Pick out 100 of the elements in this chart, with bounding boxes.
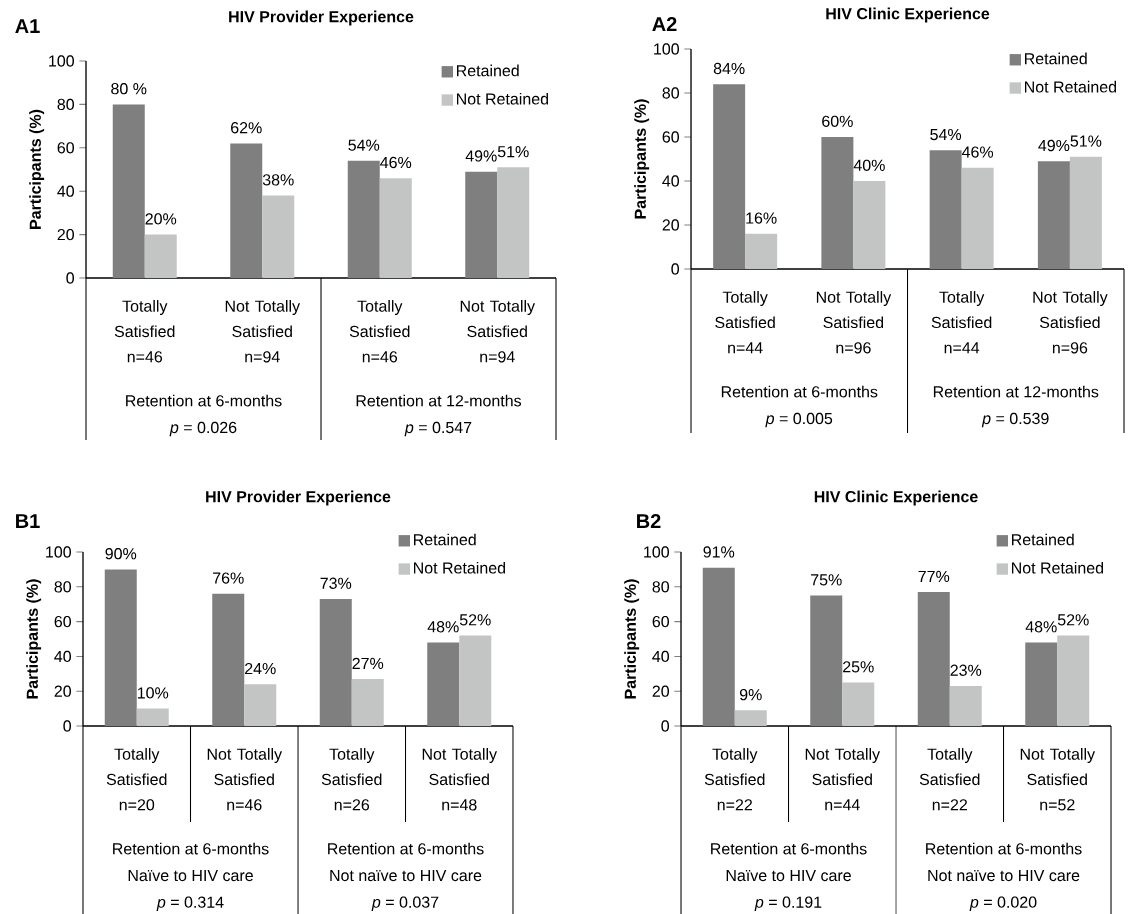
bar xyxy=(230,143,263,279)
x-tick-label: Totally Satisfied n=46 xyxy=(114,300,175,363)
text: Retention at 6-months xyxy=(328,842,484,855)
text: p = 0.314 xyxy=(156,896,224,911)
bar xyxy=(347,160,380,279)
x-tick-label: Not Totally Satisfied n=96 xyxy=(1033,291,1108,354)
data-label: 48% xyxy=(427,621,459,633)
data-label: 23% xyxy=(950,664,982,676)
x-tick-label: Totally Satisfied n=46 xyxy=(349,300,410,363)
bar xyxy=(379,178,412,279)
legend-label: Retained xyxy=(457,64,519,77)
x-tick-label: Not Totally Satisfied n=44 xyxy=(805,748,881,811)
x-tick-label: Totally Satisfied n=44 xyxy=(715,291,775,354)
y-axis-title: Participants (%) xyxy=(26,579,42,699)
y-tick-label: 0 xyxy=(671,263,680,275)
data-label: 60% xyxy=(822,115,853,127)
y-axis-title: Participants (%) xyxy=(634,99,650,219)
x-tick-label: Totally Satisfied n=20 xyxy=(106,748,167,811)
x-tick-label: Not Totally Satisfied n=94 xyxy=(460,300,536,363)
data-label: 75% xyxy=(811,574,842,586)
x-tick-label: Not Totally Satisfied n=48 xyxy=(422,748,498,811)
data-label: 52% xyxy=(459,614,491,626)
bar xyxy=(244,684,277,727)
legend-label: Not Retained xyxy=(457,92,549,105)
bar xyxy=(104,569,137,727)
text: A2 xyxy=(652,17,677,31)
y-tick-label: 20 xyxy=(662,219,680,231)
legend-label: Not Retained xyxy=(1025,80,1117,93)
text: Retention at 6-months xyxy=(113,842,269,855)
y-tick-label: 20 xyxy=(57,228,75,241)
data-label: 38% xyxy=(262,174,294,186)
y-tick-label: 80 xyxy=(57,98,75,111)
chart-title: HIV Provider Experience xyxy=(206,490,391,506)
bar xyxy=(917,592,950,727)
text: B1 xyxy=(16,514,40,528)
text: Retention at 6-months xyxy=(711,842,867,855)
y-axis-title: Participants (%) xyxy=(29,109,45,229)
bar xyxy=(745,233,778,269)
legend-label: Not Retained xyxy=(1012,561,1104,574)
data-label: 77% xyxy=(918,570,950,582)
data-label: 46% xyxy=(380,156,412,169)
text: p = 0.037 xyxy=(371,896,439,911)
data-label: 54% xyxy=(930,128,962,141)
bar xyxy=(1037,161,1070,269)
data-label: 73% xyxy=(320,577,352,589)
data-label: 27% xyxy=(352,657,384,669)
x-tick-label: Not Totally Satisfied n=52 xyxy=(1020,748,1096,811)
data-label: 9% xyxy=(739,688,762,701)
bar xyxy=(212,593,245,727)
data-label: 49% xyxy=(1038,139,1070,152)
y-tick-label: 0 xyxy=(66,272,75,284)
text: p = 0.547 xyxy=(404,421,472,437)
text: Naïve to HIV care xyxy=(726,869,851,882)
text: B2 xyxy=(637,514,661,528)
bar xyxy=(929,150,962,269)
data-label: 10% xyxy=(137,687,169,699)
x-tick-label: Totally Satisfied n=44 xyxy=(931,291,992,354)
bar xyxy=(459,635,492,727)
bar xyxy=(1057,635,1090,727)
data-label: 51% xyxy=(1070,135,1102,147)
y-tick-label: 40 xyxy=(662,175,680,187)
data-label: 62% xyxy=(231,122,262,134)
x-tick-label: Not Totally Satisfied n=94 xyxy=(225,300,301,363)
legend-label: Not Retained xyxy=(414,561,506,574)
bar xyxy=(144,234,177,279)
bar xyxy=(1069,156,1102,269)
bar xyxy=(810,595,843,727)
data-label: 25% xyxy=(843,661,874,673)
chart-title: HIV Clinic Experience xyxy=(826,7,990,23)
chart-title: HIV Provider Experience xyxy=(229,10,414,26)
bar xyxy=(262,195,295,279)
data-label: 46% xyxy=(962,146,994,158)
y-tick-label: 100 xyxy=(49,55,74,67)
data-label: 90% xyxy=(105,548,137,560)
data-label: 40% xyxy=(853,159,885,171)
data-label: 24% xyxy=(245,662,276,675)
legend-label: Retained xyxy=(1025,52,1087,65)
data-label: 20% xyxy=(145,213,177,225)
text: A1 xyxy=(15,19,40,33)
x-tick-label: Totally Satisfied n=22 xyxy=(704,748,765,811)
bar xyxy=(961,167,994,269)
y-tick-label: 0 xyxy=(63,720,72,732)
y-tick-label: 80 xyxy=(662,87,680,99)
text: Retention at 6-months xyxy=(126,394,282,407)
bar xyxy=(427,642,460,727)
y-tick-label: 80 xyxy=(54,581,72,593)
bar xyxy=(319,598,352,727)
bar xyxy=(713,84,746,269)
x-tick-label: Totally Satisfied n=26 xyxy=(321,748,382,811)
y-tick-label: 80 xyxy=(652,581,670,593)
y-tick-label: 60 xyxy=(662,131,680,143)
bar xyxy=(853,181,886,269)
y-tick-label: 40 xyxy=(54,650,72,663)
data-label: 80 % xyxy=(111,83,147,95)
text: Retention at 12-months xyxy=(356,394,522,407)
text: Not naïve to HIV care xyxy=(928,869,1080,882)
y-tick-label: 60 xyxy=(54,615,72,628)
x-tick-label: Totally Satisfied n=22 xyxy=(919,748,980,811)
bar xyxy=(842,682,875,727)
bar xyxy=(465,171,498,279)
